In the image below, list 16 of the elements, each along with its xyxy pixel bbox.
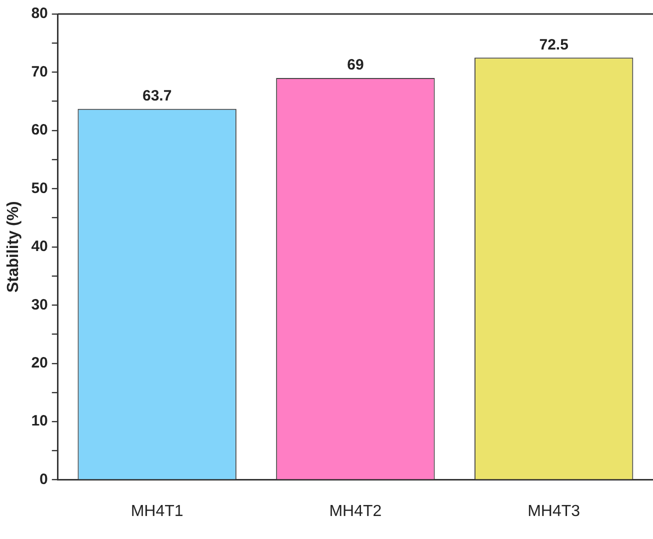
y-tick-label: 70 bbox=[31, 63, 48, 80]
y-tick-label: 30 bbox=[31, 296, 48, 314]
y-tick-label: 50 bbox=[31, 180, 48, 197]
y-tick-label: 0 bbox=[40, 470, 48, 488]
x-tick-label: MH4T1 bbox=[130, 502, 184, 520]
data-label: 63.7 bbox=[142, 88, 172, 105]
y-tick-label: 10 bbox=[31, 412, 48, 430]
y-tick-label: 20 bbox=[31, 354, 48, 372]
y-tick-label: 60 bbox=[31, 122, 48, 139]
x-tick-label: MH4T2 bbox=[329, 502, 382, 520]
data-label: 69 bbox=[347, 56, 364, 74]
data-label: 72.5 bbox=[539, 36, 568, 54]
y-tick-label: 40 bbox=[31, 238, 48, 256]
y-axis-title: Stability (%) bbox=[5, 201, 22, 293]
y-tick-label: 80 bbox=[31, 5, 48, 22]
x-tick-label: MH4T3 bbox=[528, 502, 580, 520]
